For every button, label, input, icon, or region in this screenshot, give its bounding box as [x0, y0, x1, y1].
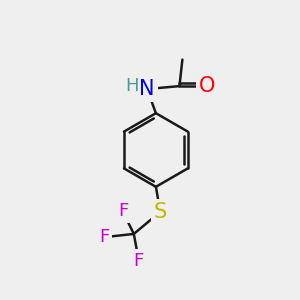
- Text: N: N: [139, 79, 155, 99]
- Text: F: F: [99, 228, 110, 246]
- Text: O: O: [199, 76, 216, 95]
- Text: F: F: [133, 252, 143, 270]
- Text: F: F: [118, 202, 129, 220]
- Text: S: S: [154, 202, 167, 222]
- Text: H: H: [125, 76, 139, 94]
